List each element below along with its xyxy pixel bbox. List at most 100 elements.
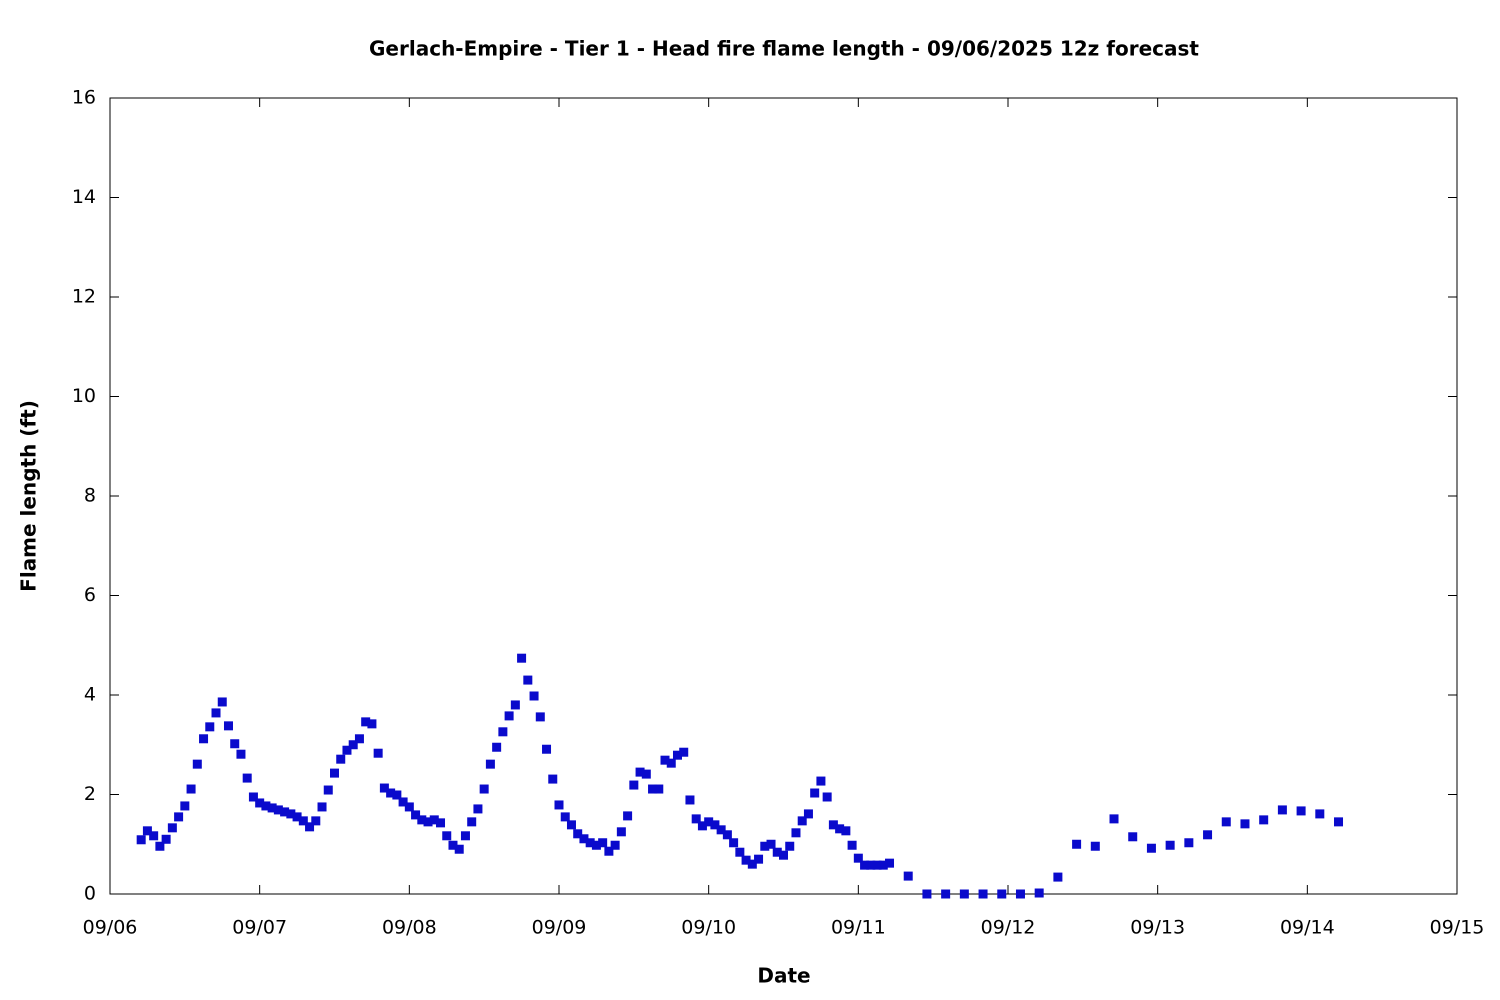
point — [1184, 838, 1194, 848]
y-tick-label: 10 — [72, 385, 96, 407]
point — [1109, 814, 1119, 824]
point — [997, 889, 1007, 899]
point — [149, 831, 159, 841]
x-tick-label: 09/07 — [232, 917, 287, 939]
point — [492, 742, 502, 752]
point — [174, 812, 184, 822]
point — [199, 734, 209, 744]
point — [417, 815, 427, 825]
point — [591, 840, 601, 850]
point — [1128, 832, 1138, 842]
point — [566, 820, 576, 830]
point — [779, 850, 788, 860]
point — [978, 889, 988, 899]
point — [523, 675, 533, 685]
point — [1296, 806, 1306, 816]
point — [1315, 809, 1325, 819]
point — [685, 795, 695, 805]
point — [373, 748, 383, 758]
point — [903, 871, 913, 881]
point — [379, 783, 389, 793]
point — [448, 840, 458, 850]
point — [579, 834, 589, 844]
point — [747, 859, 757, 869]
plot-frame — [109, 97, 1458, 895]
point — [1259, 815, 1269, 825]
point — [959, 889, 969, 899]
point — [697, 821, 707, 831]
point — [336, 754, 346, 764]
x-tick-label: 09/08 — [382, 917, 437, 939]
y-tick-label: 4 — [84, 684, 96, 706]
point — [785, 841, 795, 851]
point — [560, 812, 570, 822]
point — [342, 745, 352, 755]
point — [535, 712, 545, 722]
point — [436, 818, 446, 828]
y-tick-label: 2 — [84, 783, 96, 805]
y-tick-label: 6 — [84, 584, 96, 606]
point — [841, 826, 851, 836]
point — [510, 700, 520, 710]
point — [460, 831, 470, 841]
point — [1034, 888, 1044, 898]
point — [242, 773, 252, 783]
point — [142, 826, 152, 836]
point — [641, 769, 651, 779]
x-axis-label: Date — [757, 964, 810, 988]
chart-title: Gerlach-Empire - Tier 1 - Head fire flam… — [369, 37, 1199, 61]
point — [386, 788, 396, 798]
y-tick-label: 16 — [72, 87, 96, 109]
point — [155, 841, 165, 851]
point — [816, 776, 826, 786]
point — [498, 727, 508, 737]
x-tick-label: 09/10 — [681, 917, 736, 939]
point — [635, 767, 645, 777]
point — [872, 860, 882, 870]
point — [704, 817, 714, 827]
point — [211, 708, 221, 718]
point — [610, 840, 620, 850]
point — [479, 784, 489, 794]
point — [273, 805, 283, 815]
point — [729, 838, 739, 848]
point — [1240, 819, 1250, 829]
point — [822, 792, 832, 802]
point — [298, 816, 308, 826]
point — [585, 838, 595, 848]
point — [803, 809, 813, 819]
point — [323, 785, 333, 795]
point — [180, 801, 190, 811]
point — [205, 722, 215, 732]
point — [772, 847, 782, 857]
point — [754, 854, 764, 864]
point — [280, 807, 290, 817]
point — [710, 820, 720, 830]
point — [136, 835, 146, 845]
point — [1334, 817, 1344, 827]
point — [467, 817, 477, 827]
point — [716, 825, 726, 835]
point — [810, 788, 820, 798]
point — [317, 802, 327, 812]
point — [529, 691, 539, 701]
point — [672, 750, 682, 760]
point — [598, 838, 608, 848]
point — [485, 759, 495, 769]
point — [398, 797, 408, 807]
point — [236, 749, 246, 759]
point — [267, 803, 277, 813]
point — [473, 804, 483, 814]
x-tick-label: 09/15 — [1430, 917, 1485, 939]
point — [223, 721, 233, 731]
point — [311, 816, 321, 826]
point — [616, 827, 626, 837]
point — [766, 839, 776, 849]
point — [429, 815, 439, 825]
y-tick-label: 0 — [84, 883, 96, 905]
point — [217, 697, 227, 707]
point — [835, 824, 845, 834]
point — [922, 889, 932, 899]
point — [330, 768, 339, 778]
